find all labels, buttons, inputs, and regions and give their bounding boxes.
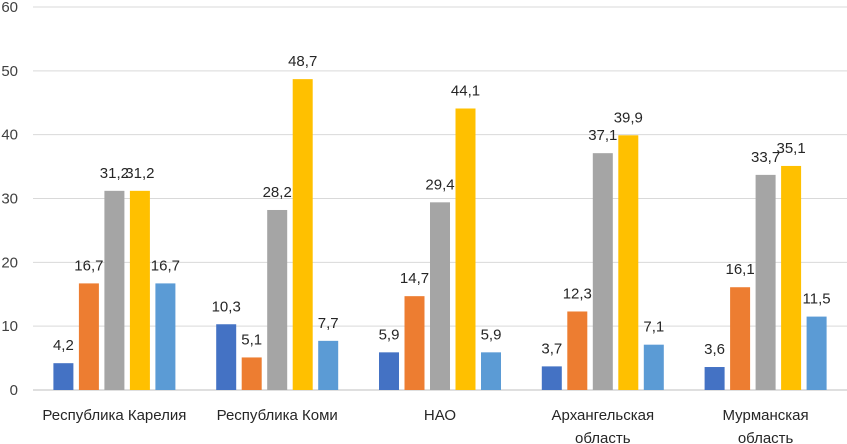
bar-series-4-cat-3 xyxy=(618,135,639,390)
y-tick-label: 0 xyxy=(10,382,18,399)
y-tick-label: 30 xyxy=(1,191,18,208)
data-label: 10,3 xyxy=(212,298,241,315)
bar-series-2-cat-2 xyxy=(404,296,425,390)
data-label: 16,7 xyxy=(151,257,180,274)
data-label: 16,1 xyxy=(725,261,754,278)
bar-series-1-cat-4 xyxy=(704,367,725,390)
category-label: область xyxy=(738,430,794,444)
data-label: 28,2 xyxy=(263,184,292,201)
y-tick-label: 10 xyxy=(1,318,18,335)
bar-series-2-cat-0 xyxy=(78,283,99,390)
bar-series-4-cat-0 xyxy=(129,190,150,390)
data-label: 5,9 xyxy=(379,326,400,343)
data-label: 5,1 xyxy=(241,331,262,348)
data-label: 37,1 xyxy=(588,127,617,144)
data-label: 7,7 xyxy=(318,315,339,332)
data-label: 31,2 xyxy=(125,165,154,182)
bar-series-4-cat-4 xyxy=(781,165,802,390)
bar-series-5-cat-0 xyxy=(155,283,176,390)
data-label: 7,1 xyxy=(643,319,664,336)
data-label: 16,7 xyxy=(74,257,103,274)
bar-series-4-cat-2 xyxy=(455,108,476,391)
data-label: 14,7 xyxy=(400,270,429,287)
y-axis: 0 10 20 30 40 50 60 xyxy=(1,0,18,399)
category-label: Мурманская xyxy=(723,407,809,424)
category-label: Архангельская xyxy=(552,407,655,424)
y-tick-label: 20 xyxy=(1,254,18,271)
category-label: Республика Коми xyxy=(217,407,338,424)
bar-series-1-cat-3 xyxy=(541,366,562,390)
data-label: 33,7 xyxy=(751,149,780,166)
data-label: 4,2 xyxy=(53,337,74,354)
bar-series-5-cat-3 xyxy=(643,344,664,390)
bars xyxy=(53,79,827,391)
bar-series-4-cat-1 xyxy=(292,79,313,391)
x-axis: Республика Карелия Республика Коми НАО Арха… xyxy=(42,407,808,444)
bar-series-3-cat-1 xyxy=(267,209,288,390)
data-label: 31,2 xyxy=(100,165,129,182)
bar-series-5-cat-2 xyxy=(481,352,501,390)
bar-series-1-cat-0 xyxy=(53,363,74,390)
category-label: НАО xyxy=(424,407,456,424)
data-label: 3,7 xyxy=(541,340,562,357)
bar-series-2-cat-3 xyxy=(567,311,588,390)
data-label: 39,9 xyxy=(614,109,643,126)
data-label: 35,1 xyxy=(776,140,805,157)
bar-series-2-cat-1 xyxy=(241,357,262,390)
bar-series-5-cat-1 xyxy=(318,340,339,390)
bar-series-1-cat-2 xyxy=(379,352,399,390)
data-label: 44,1 xyxy=(451,82,480,99)
data-label: 5,9 xyxy=(481,326,502,343)
category-label: область xyxy=(575,430,631,444)
data-label: 3,6 xyxy=(704,341,725,358)
bar-series-3-cat-2 xyxy=(430,202,450,390)
bar-series-1-cat-1 xyxy=(216,324,237,390)
data-label: 29,4 xyxy=(425,176,454,193)
bar-series-5-cat-4 xyxy=(806,316,827,390)
data-label: 11,5 xyxy=(803,291,831,308)
bar-series-3-cat-4 xyxy=(755,174,776,390)
data-label: 12,3 xyxy=(563,285,592,302)
y-tick-label: 50 xyxy=(1,63,18,80)
y-tick-label: 40 xyxy=(1,127,18,144)
category-label: Республика Карелия xyxy=(42,407,186,424)
bar-series-2-cat-4 xyxy=(730,287,751,390)
bar-series-3-cat-3 xyxy=(592,153,613,390)
y-tick-label: 60 xyxy=(1,0,18,16)
bar-series-3-cat-0 xyxy=(104,190,125,390)
data-label: 48,7 xyxy=(288,53,317,70)
data-labels: 4,2 16,7 31,231,2 16,7 10,35,1 28,2 48,7 7,7 5,9… xyxy=(53,53,831,358)
